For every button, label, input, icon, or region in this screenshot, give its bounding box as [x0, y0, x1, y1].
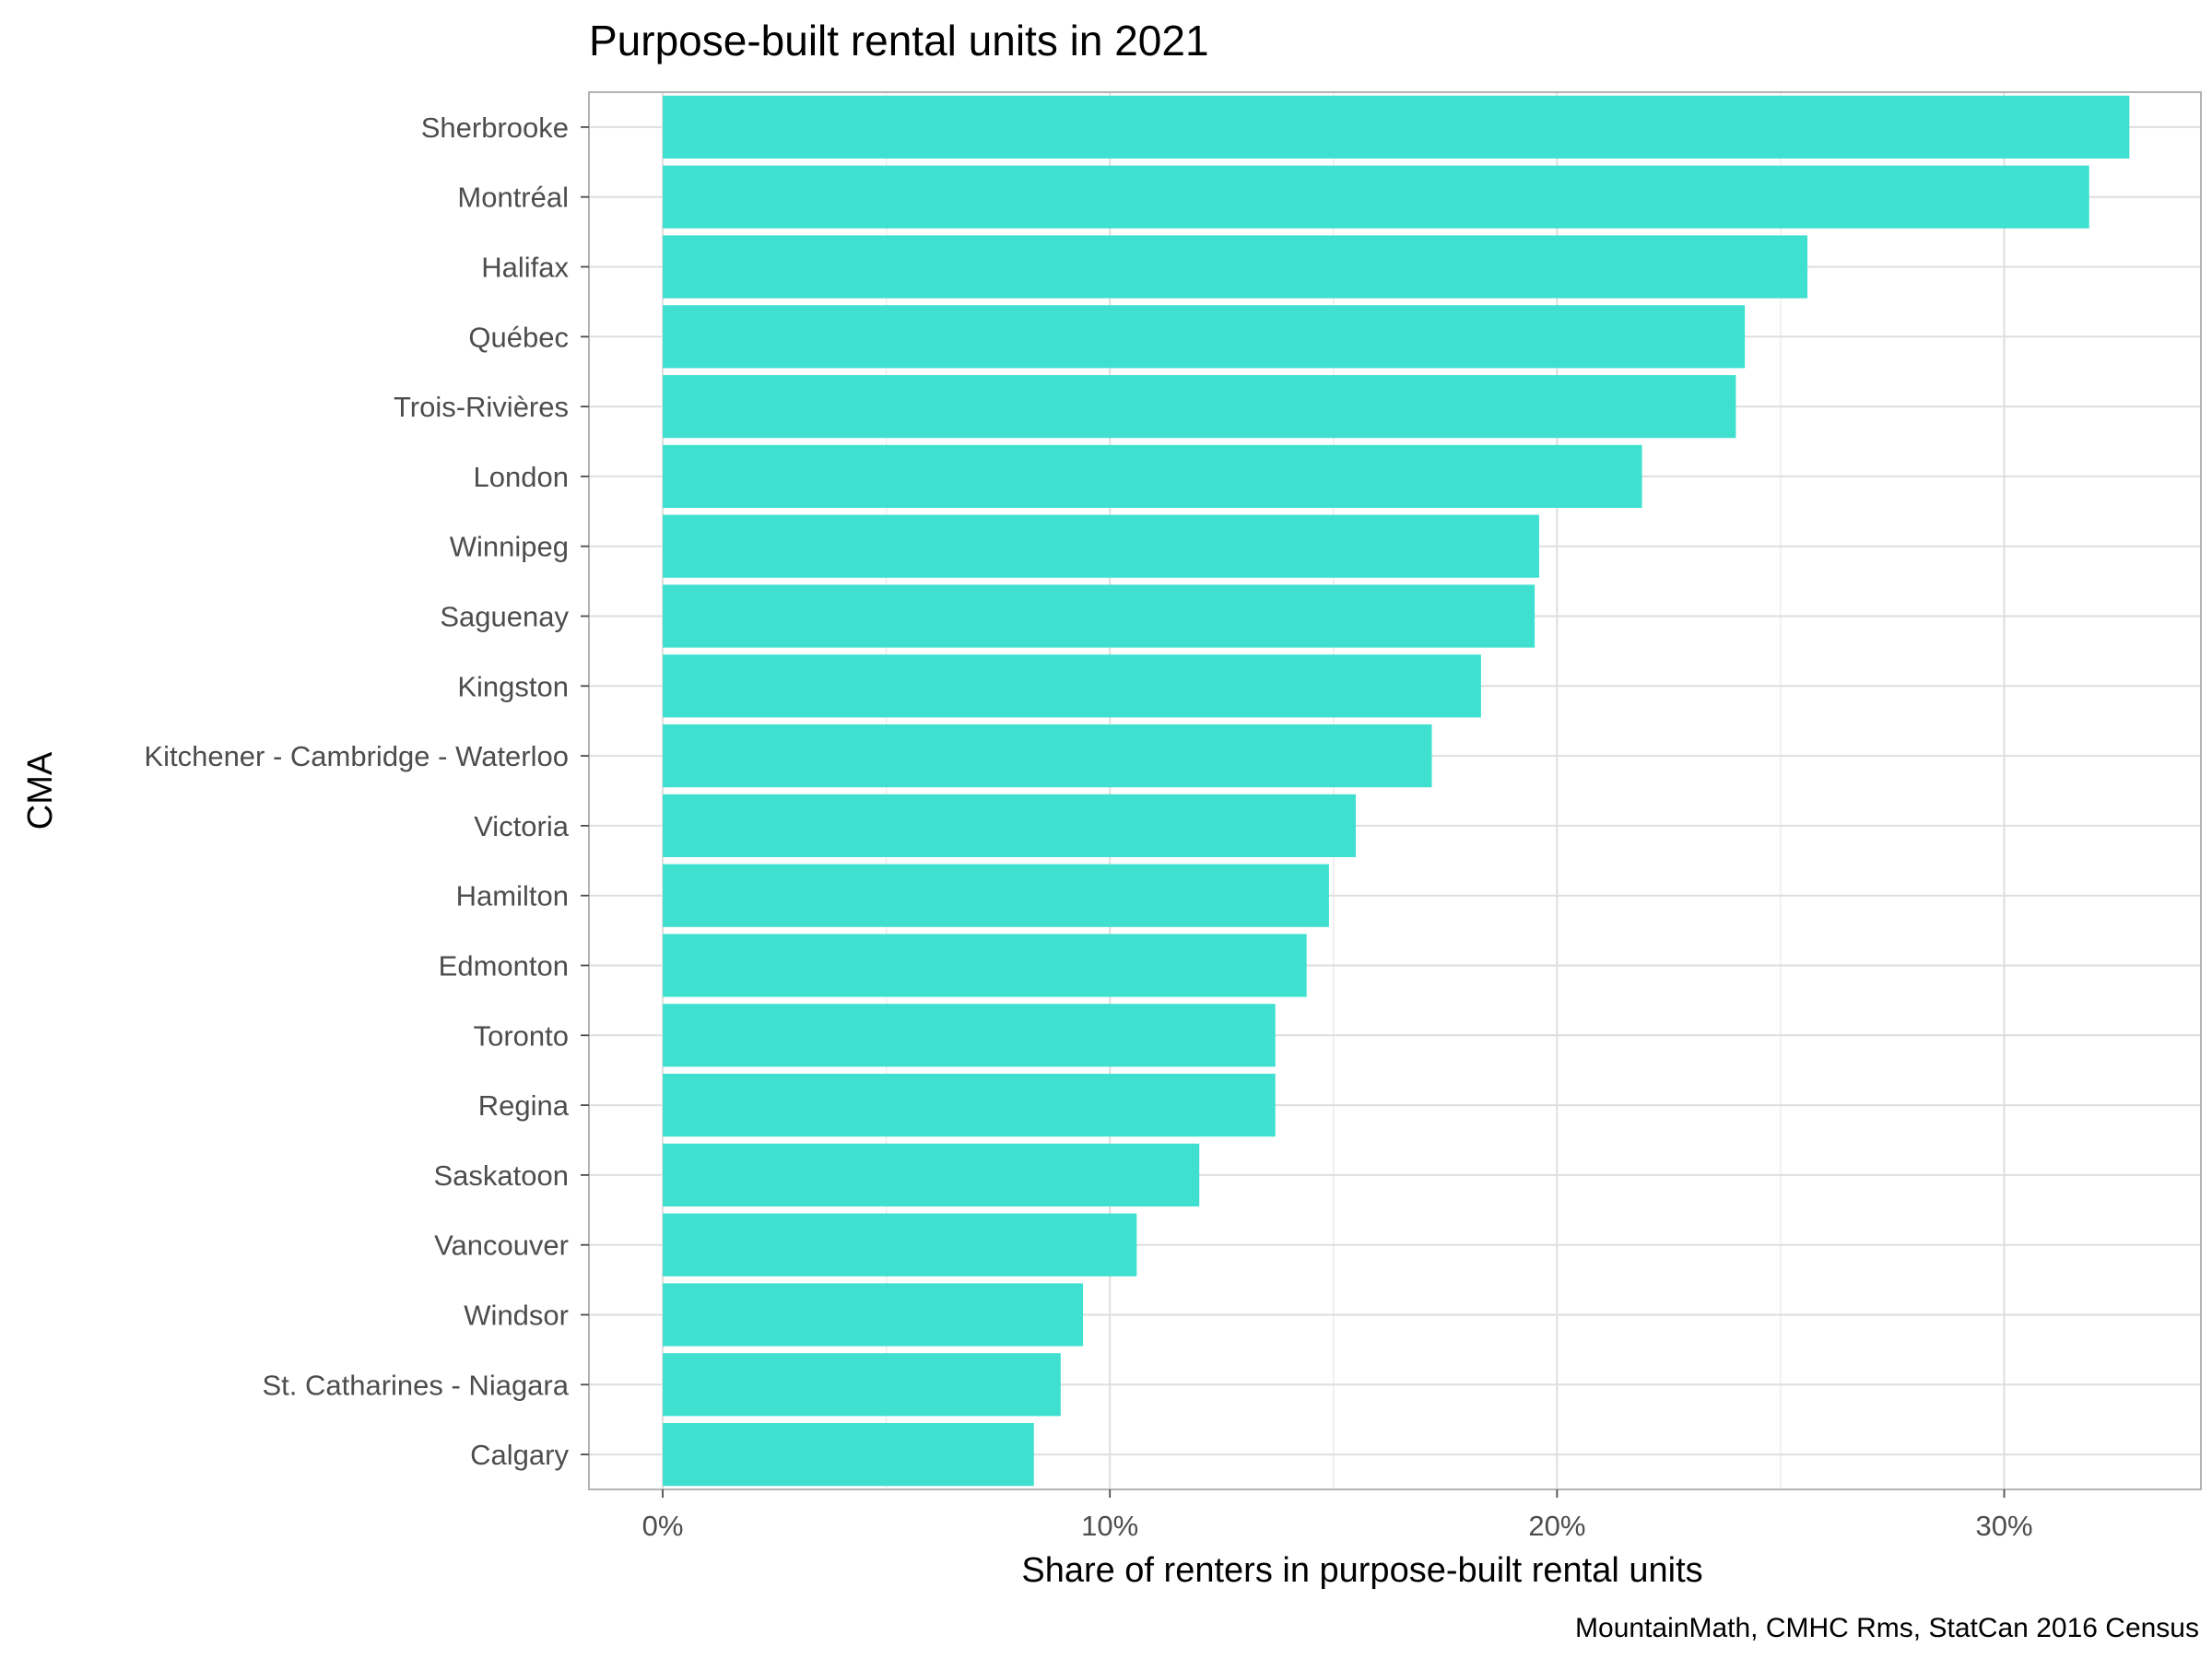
bar: [663, 305, 1746, 369]
y-tick-label: Calgary: [470, 1439, 569, 1471]
chart-title: Purpose-built rental units in 2021: [589, 17, 1209, 65]
y-tick-label: Saskatoon: [434, 1159, 570, 1192]
x-tick-label: 30%: [1976, 1510, 2033, 1542]
bar: [663, 1004, 1276, 1067]
axis-ticks: [581, 125, 2006, 1498]
bar: [663, 374, 1736, 439]
plot-panel-border: [588, 91, 2202, 1490]
bar: [663, 864, 1329, 927]
bar: [663, 235, 1808, 299]
x-tick-label: 10%: [1081, 1510, 1138, 1542]
y-tick-label: Regina: [478, 1089, 570, 1122]
y-tick-label: Vancouver: [434, 1230, 569, 1262]
bar: [663, 1283, 1084, 1347]
y-tick-label: Halifax: [481, 252, 569, 284]
bar: [663, 165, 2089, 229]
y-axis-tick-labels: Sherbrooke Montréal Halifax Québec Trois-Riv…: [144, 112, 569, 1471]
bar: [663, 1353, 1061, 1417]
bar: [663, 444, 1642, 509]
x-tick-label: 0%: [642, 1510, 684, 1542]
bar: [663, 1213, 1137, 1277]
x-tick-label: 20%: [1528, 1510, 1585, 1542]
bar: [663, 1073, 1276, 1137]
bar: [663, 584, 1535, 648]
x-axis-tick-labels: 0% 10% 20% 30%: [642, 1510, 2033, 1542]
y-tick-label: Windsor: [464, 1300, 569, 1332]
y-axis-title: CMA: [21, 751, 60, 830]
x-axis-title: Share of renters in purpose-built rental…: [1021, 1551, 1702, 1590]
bar: [663, 724, 1432, 788]
bar: [663, 514, 1539, 578]
y-tick-label: Saguenay: [440, 601, 569, 633]
bar: [663, 1143, 1200, 1207]
y-tick-label: Sherbrooke: [421, 112, 569, 144]
y-tick-label: Québec: [468, 321, 569, 353]
bar: [663, 934, 1307, 997]
y-tick-label: Trois-Rivières: [394, 391, 569, 423]
y-tick-label: Kitchener - Cambridge - Waterloo: [144, 740, 569, 772]
y-tick-label: Kingston: [457, 670, 569, 702]
y-tick-label: Edmonton: [439, 950, 569, 982]
bar: [663, 95, 2130, 159]
chart-caption: MountainMath, CMHC Rms, StatCan 2016 Cen…: [1575, 1613, 2199, 1643]
bar: [663, 654, 1481, 718]
y-tick-label: Winnipeg: [450, 531, 569, 563]
y-tick-label: Hamilton: [456, 880, 569, 912]
bar: [663, 1422, 1034, 1487]
y-tick-label: Victoria: [474, 810, 570, 842]
bars: [663, 95, 2130, 1487]
y-tick-label: London: [474, 461, 569, 493]
y-tick-label: Toronto: [474, 1019, 569, 1052]
grid-lines: [589, 92, 2201, 1489]
y-tick-label: Montréal: [457, 182, 569, 214]
y-tick-label: St. Catharines - Niagara: [262, 1369, 569, 1401]
bar: [663, 794, 1357, 858]
